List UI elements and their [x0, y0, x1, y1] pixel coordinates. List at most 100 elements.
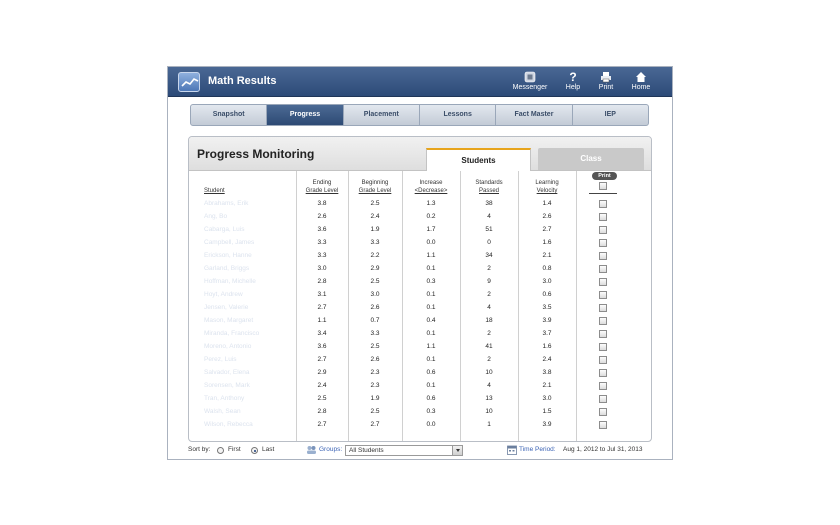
student-name[interactable]: Salvador, Elena — [204, 369, 250, 376]
beginning-cell: 3.3 — [370, 239, 380, 246]
learning-velocity-header[interactable]: Learning Velocity — [521, 179, 573, 195]
print-row-checkbox[interactable] — [599, 317, 607, 325]
tab-progress[interactable]: Progress — [267, 105, 344, 125]
print-header-underline — [589, 193, 617, 194]
increase-cell: 0.1 — [426, 265, 436, 272]
select-all-checkbox[interactable] — [599, 182, 607, 190]
tab-iep[interactable]: IEP — [604, 111, 616, 118]
help-label: Help — [565, 84, 581, 91]
student-name[interactable]: Garland, Briggs — [204, 265, 250, 272]
time-period-link[interactable]: Time Period: — [519, 446, 556, 453]
student-name[interactable]: Moreno, Antonio — [204, 343, 252, 350]
student-name[interactable]: Walsh, Sean — [204, 408, 241, 415]
table-row: Hoffman, Michelle 2.8 2.5 0.3 9 3.0 — [189, 276, 651, 289]
tab-fact-master[interactable]: Fact Master — [496, 105, 573, 125]
beginning-cell: 2.5 — [370, 278, 380, 285]
tab-snapshot[interactable]: Snapshot — [191, 105, 268, 125]
increase-cell: 0.4 — [426, 317, 436, 324]
velocity-header-line2: Velocity — [536, 188, 558, 194]
print-selected-button[interactable]: Print — [592, 172, 617, 180]
tab-placement[interactable]: Placement — [344, 105, 420, 125]
print-row-checkbox[interactable] — [599, 330, 607, 338]
groups-link[interactable]: Groups: — [319, 446, 343, 453]
print-row-checkbox[interactable] — [599, 408, 607, 416]
table-row: Tran, Anthony 2.5 1.9 0.6 13 3.0 — [189, 393, 651, 406]
print-app-button[interactable]: Print — [595, 71, 617, 91]
beginning-cell: 3.0 — [370, 291, 380, 298]
column-divider — [348, 171, 349, 441]
standards-header-line1: Standards — [475, 180, 503, 186]
help-button[interactable]: ? Help — [563, 71, 583, 91]
messenger-button[interactable]: Messenger — [512, 71, 548, 91]
velocity-cell: 2.4 — [542, 356, 552, 363]
sort-first-radio[interactable] — [217, 447, 224, 454]
print-row-checkbox[interactable] — [599, 395, 607, 403]
tab-lessons[interactable]: Lessons — [420, 105, 497, 125]
math-results-window: Math Results Messenger ? Help Print Home… — [167, 66, 673, 460]
printer-icon — [595, 71, 617, 83]
standards-cell: 41 — [485, 343, 493, 350]
velocity-cell: 3.7 — [542, 330, 552, 337]
student-name[interactable]: Mason, Margaret — [204, 317, 254, 324]
print-row-checkbox[interactable] — [599, 226, 607, 234]
print-row-checkbox[interactable] — [599, 278, 607, 286]
velocity-cell: 3.9 — [542, 421, 552, 428]
column-divider — [402, 171, 403, 441]
beginning-cell: 0.7 — [370, 317, 380, 324]
student-name[interactable]: Jensen, Valerie — [204, 304, 249, 311]
tab-class[interactable]: Class — [538, 148, 644, 170]
student-name[interactable]: Ang, Bo — [204, 213, 228, 220]
tab-students[interactable]: Students — [426, 148, 531, 171]
increase-header[interactable]: Increase <Decrease> — [405, 179, 457, 195]
increase-cell: 0.1 — [426, 330, 436, 337]
beginning-cell: 2.9 — [370, 265, 380, 272]
print-row-checkbox[interactable] — [599, 421, 607, 429]
beginning-grade-header[interactable]: Beginning Grade Level — [351, 179, 399, 195]
print-row-checkbox[interactable] — [599, 356, 607, 364]
student-name[interactable]: Perez, Luis — [204, 356, 237, 363]
beginning-cell: 2.2 — [370, 252, 380, 259]
velocity-cell: 3.0 — [542, 395, 552, 402]
main-nav-tabs: Snapshot Progress Placement Lessons Fact… — [190, 104, 649, 126]
student-name[interactable]: Cabarga, Luis — [204, 226, 245, 233]
print-row-checkbox[interactable] — [599, 252, 607, 260]
ending-cell: 2.7 — [317, 304, 327, 311]
print-row-checkbox[interactable] — [599, 265, 607, 273]
print-row-checkbox[interactable] — [599, 239, 607, 247]
sort-last-label: Last — [262, 446, 275, 453]
print-row-checkbox[interactable] — [599, 382, 607, 390]
student-column-header[interactable]: Student — [204, 187, 225, 195]
group-select[interactable]: All Students — [345, 445, 463, 456]
standards-cell: 38 — [485, 200, 493, 207]
student-name[interactable]: Sorensen, Mark — [204, 382, 250, 389]
table-row: Perez, Luis 2.7 2.6 0.1 2 2.4 — [189, 354, 651, 367]
home-button[interactable]: Home — [629, 71, 653, 91]
student-name[interactable]: Hoffman, Michelle — [204, 278, 256, 285]
increase-cell: 0.1 — [426, 382, 436, 389]
standards-passed-header[interactable]: Standards Passed — [463, 179, 515, 195]
beginning-cell: 2.3 — [370, 369, 380, 376]
table-row: Garland, Briggs 3.0 2.9 0.1 2 0.8 — [189, 263, 651, 276]
student-name[interactable]: Erickson, Hanne — [204, 252, 252, 259]
standards-cell: 4 — [487, 382, 491, 389]
print-row-checkbox[interactable] — [599, 291, 607, 299]
student-name[interactable]: Miranda, Francisco — [204, 330, 260, 337]
ending-cell: 3.0 — [317, 265, 327, 272]
student-name[interactable]: Tran, Anthony — [204, 395, 245, 402]
student-name[interactable]: Abrahams, Erik — [204, 200, 249, 207]
increase-cell: 0.1 — [426, 356, 436, 363]
beginning-cell: 2.3 — [370, 382, 380, 389]
print-row-checkbox[interactable] — [599, 343, 607, 351]
print-row-checkbox[interactable] — [599, 213, 607, 221]
print-row-checkbox[interactable] — [599, 369, 607, 377]
ending-grade-header[interactable]: Ending Grade Level — [299, 179, 345, 195]
student-name[interactable]: Hoyt, Andrew — [204, 291, 243, 298]
print-row-checkbox[interactable] — [599, 200, 607, 208]
increase-cell: 0.3 — [426, 278, 436, 285]
panel-header: Progress Monitoring Students Class — [189, 137, 651, 171]
table-row: Hoyt, Andrew 3.1 3.0 0.1 2 0.6 — [189, 289, 651, 302]
student-name[interactable]: Wilson, Rebecca — [204, 421, 253, 428]
sort-last-radio[interactable] — [251, 447, 258, 454]
student-name[interactable]: Campbell, James — [204, 239, 255, 246]
print-row-checkbox[interactable] — [599, 304, 607, 312]
